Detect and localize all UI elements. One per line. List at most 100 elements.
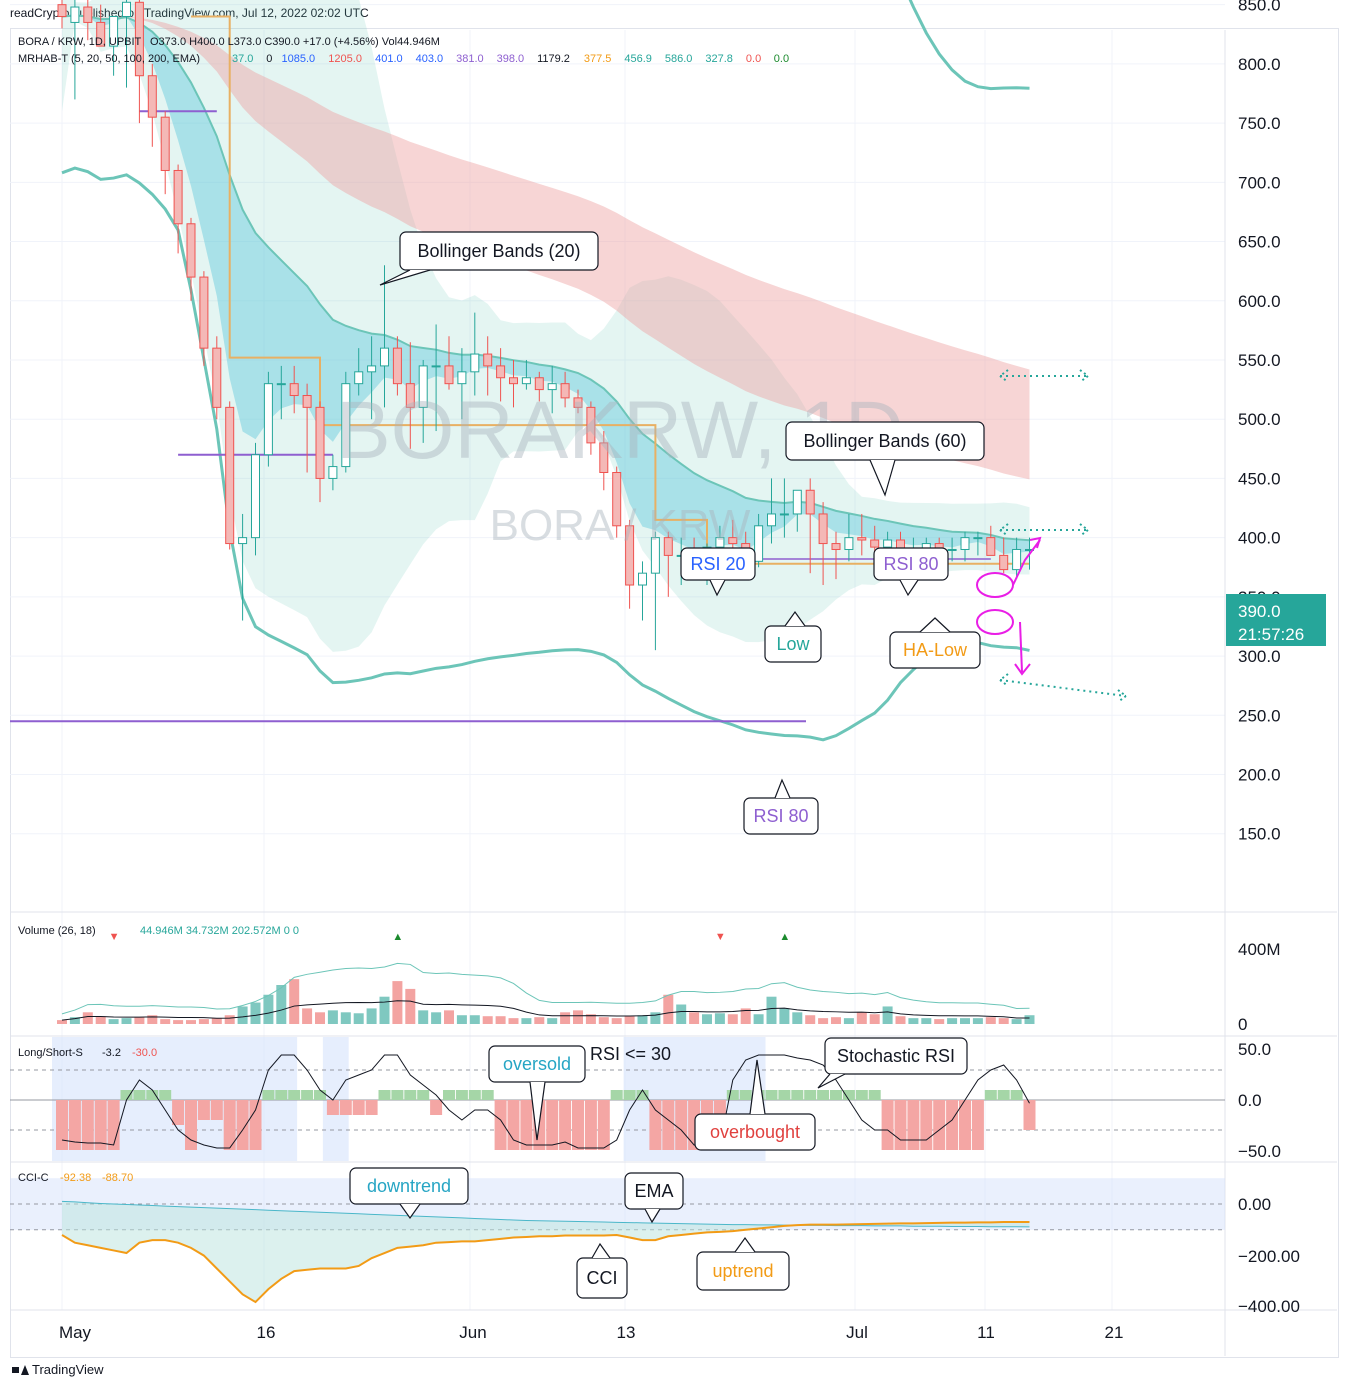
price-tick-label: 600.0 — [1238, 292, 1281, 311]
ls-value-2: -30.0 — [132, 1047, 157, 1059]
callout-pointer — [529, 1081, 546, 1141]
candle — [173, 164, 183, 254]
candle — [625, 519, 635, 609]
candle-body — [289, 383, 299, 397]
candle-body — [509, 377, 518, 385]
volume-bar — [560, 1012, 571, 1024]
volume-bar — [69, 1017, 80, 1024]
volume-bar — [95, 1016, 106, 1024]
price-tick-label: 250.0 — [1238, 706, 1281, 725]
ls-hist-bar — [223, 1100, 236, 1150]
ls-hist-bar — [933, 1100, 946, 1150]
ls-hist-bar — [855, 1090, 868, 1100]
ls-hist-bar — [404, 1090, 417, 1100]
projection-arrow-head — [1079, 523, 1090, 537]
volume-bar — [482, 1016, 493, 1024]
ls-hist-bar — [610, 1090, 623, 1100]
ls-hist-bar — [739, 1090, 752, 1100]
legend-indicator-value: 377.5 — [584, 53, 612, 65]
ls-hist-bar — [417, 1090, 430, 1100]
candle — [431, 324, 441, 432]
candle-body — [444, 365, 454, 385]
legend-indicator-value: 327.8 — [705, 53, 733, 65]
price-tick-label: 200.0 — [1238, 766, 1281, 785]
volume-bar — [753, 1014, 764, 1024]
candle — [225, 401, 235, 550]
cci-tick-label: −400.00 — [1238, 1297, 1300, 1316]
ls-hist-bar — [430, 1100, 443, 1115]
candle — [509, 359, 518, 408]
candle — [418, 359, 428, 443]
candle — [289, 365, 299, 414]
candle — [999, 537, 1009, 574]
candle — [160, 111, 170, 195]
candle — [315, 401, 325, 503]
callout-rsi80-top: RSI 80 — [873, 547, 949, 597]
volume-bar — [173, 1020, 184, 1024]
volume-bar — [237, 1006, 248, 1024]
volume-bar — [714, 1013, 725, 1024]
price-badge-bg — [1226, 594, 1326, 646]
volume-bar — [263, 994, 274, 1024]
callout-pointer — [899, 579, 919, 597]
candle-body — [483, 353, 493, 367]
price-tick-label: 750.0 — [1238, 114, 1281, 133]
watermark-pair: BORA / KRW — [490, 501, 751, 550]
candle-body — [96, 21, 106, 47]
ls-hist-bar — [288, 1090, 301, 1100]
ls-hist-bar — [146, 1090, 159, 1100]
legend-indicator-value: 381.0 — [456, 53, 484, 65]
cci-ema-line — [61, 1200, 1030, 1228]
bollinger-60-lower — [61, 166, 1030, 742]
ls-hist-bar — [662, 1100, 675, 1150]
price-badge-countdown: 21:57:26 — [1238, 625, 1304, 644]
candle-body — [663, 537, 673, 556]
rsi-zone — [322, 1037, 349, 1161]
candle — [650, 531, 660, 651]
ls-hist-bar — [649, 1100, 662, 1150]
ls-hist-bar — [107, 1100, 120, 1150]
candle — [792, 489, 802, 532]
ls-hist-bar — [120, 1090, 133, 1100]
price-tick-label: 850.0 — [1238, 0, 1281, 15]
volume-bar — [392, 981, 403, 1024]
volume-bar — [211, 1018, 222, 1024]
grid — [10, 4, 1337, 1356]
volume-bar — [418, 1010, 429, 1024]
candle-body — [134, 1, 144, 77]
ls-hist-bar — [236, 1100, 249, 1150]
candle — [767, 478, 776, 544]
volume-bar — [818, 1018, 829, 1024]
ls-hist-bar — [842, 1090, 855, 1100]
callout-box — [824, 1037, 968, 1075]
candle-body — [960, 537, 970, 550]
volume-bar — [611, 1018, 622, 1024]
volume-tick-label: 0 — [1238, 1015, 1247, 1034]
candle — [276, 365, 286, 420]
candle — [186, 217, 196, 301]
ls-tick-label: −50.0 — [1238, 1142, 1281, 1161]
candle-body — [315, 406, 325, 479]
candle-body — [857, 537, 867, 541]
legend-indicator-value: 1179.2 — [537, 53, 570, 65]
candle-body — [612, 471, 622, 527]
projection-arrow-tail — [998, 523, 1009, 537]
time-tick-label: Jul — [846, 1323, 868, 1342]
ls-hist-bar — [636, 1090, 649, 1100]
candle-body — [147, 75, 157, 118]
callout-uptrend: uptrend — [696, 1236, 790, 1291]
callout-box — [399, 231, 599, 271]
candle — [521, 359, 531, 390]
signal-marker: ▼ — [715, 931, 726, 943]
footer-brand: TradingView — [32, 1362, 104, 1377]
candle-body — [883, 539, 893, 548]
callout-pointer — [774, 778, 791, 799]
ls-hist-bar — [339, 1100, 352, 1115]
ls-hist-bar — [159, 1090, 172, 1100]
candle-body — [225, 406, 235, 545]
ls-hist-bar — [520, 1100, 533, 1150]
rsi30-label: RSI <= 30 — [590, 1044, 671, 1064]
candle — [973, 531, 983, 556]
cci-pane: 0.00 −200.00 −400.00 — [10, 1178, 1300, 1316]
